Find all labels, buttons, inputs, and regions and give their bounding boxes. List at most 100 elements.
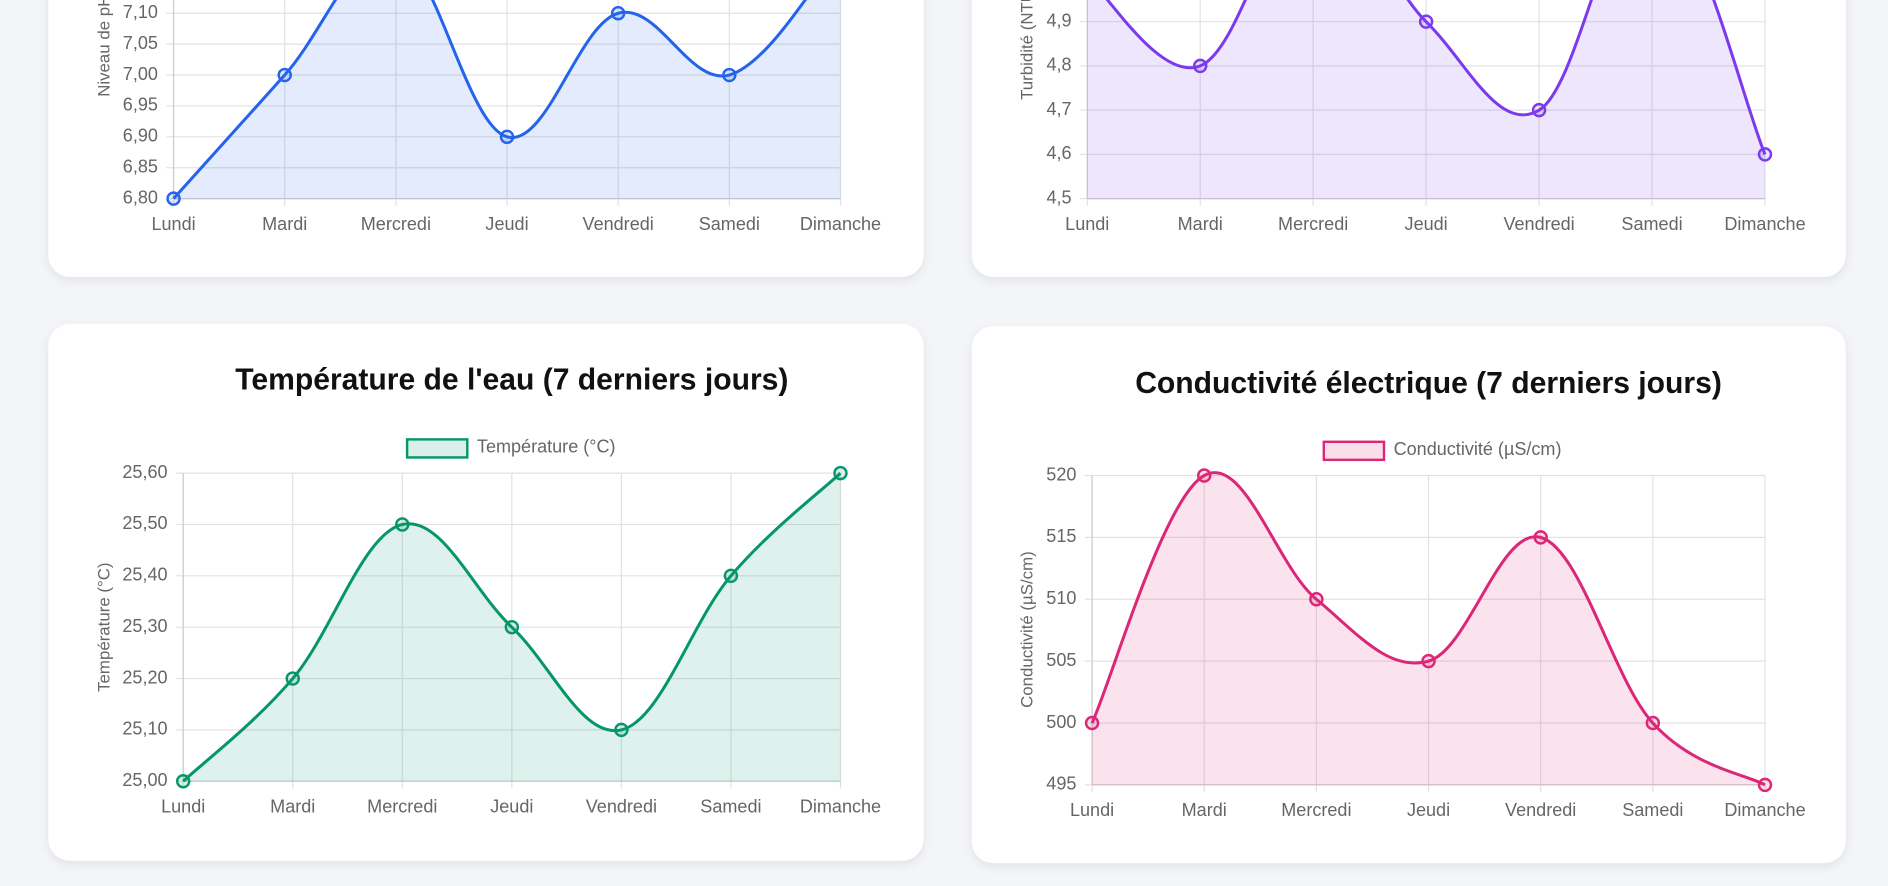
chart: Conductivité électrique (7 derniers jour… — [1018, 367, 1806, 820]
y-tick-label: 25,20 — [122, 667, 167, 687]
point — [1533, 530, 1548, 545]
y-tick-label: 7,10 — [123, 2, 158, 22]
point — [395, 517, 410, 532]
x-tick-label: Mardi — [262, 214, 307, 234]
y-axis-title: Conductivité (µS/cm) — [1018, 551, 1037, 708]
x-tick-label: Mardi — [1178, 214, 1223, 234]
point — [1418, 14, 1434, 29]
y-tick-label: 25,10 — [122, 719, 167, 739]
point — [1309, 592, 1324, 607]
chart: Température de l'eau (7 derniers jours) 2… — [94, 364, 881, 817]
area — [1087, 0, 1765, 199]
y-axis-title: Niveau de pH — [94, 0, 113, 97]
point — [723, 568, 739, 584]
point — [610, 6, 626, 21]
y-tick-label: 25,40 — [122, 565, 167, 585]
line — [1086, 0, 1767, 155]
x-tick-label: Samedi — [1621, 214, 1682, 234]
y-tick-label: 25,60 — [122, 462, 167, 482]
x-tick-label: Samedi — [1622, 800, 1683, 820]
point — [504, 619, 520, 635]
x-tick-label: Jeudi — [1405, 214, 1448, 234]
y-tick-label: 4,8 — [1047, 55, 1072, 75]
y-tick-label: 4,5 — [1047, 187, 1072, 207]
area — [173, 0, 841, 199]
point — [1645, 715, 1661, 731]
chart-title: Température de l'eau (7 derniers jours) — [235, 364, 788, 397]
legend-label: Conductivité (µS/cm) — [1394, 439, 1562, 459]
y-tick-label: 510 — [1046, 588, 1076, 608]
x-tick-label: Vendredi — [1505, 800, 1576, 820]
x-tick-label: Samedi — [700, 797, 761, 817]
x-tick-label: Jeudi — [485, 214, 528, 234]
x-tick-label: Mardi — [1182, 800, 1227, 820]
x-tick-label: Mercredi — [1278, 214, 1348, 234]
x-tick-label: Jeudi — [490, 797, 533, 817]
x-tick-label: Jeudi — [1407, 800, 1450, 820]
x-tick-label: Mercredi — [1281, 800, 1351, 820]
y-tick-label: 6,85 — [123, 156, 158, 176]
y-axis-title: Turbidité (NTU) — [1018, 0, 1037, 100]
legend-swatch — [1322, 440, 1386, 462]
x-tick-label: Lundi — [161, 797, 205, 817]
legend-swatch — [405, 438, 469, 459]
point — [277, 67, 292, 83]
y-tick-label: 505 — [1046, 650, 1076, 670]
y-tick-label: 4,7 — [1047, 99, 1072, 119]
y-tick-label: 515 — [1046, 526, 1076, 546]
y-tick-label: 495 — [1046, 774, 1076, 794]
y-tick-label: 520 — [1046, 464, 1076, 484]
y-axis-title: Température (°C) — [94, 563, 113, 692]
x-tick-label: Mardi — [270, 797, 315, 817]
point — [1192, 58, 1208, 74]
point — [1421, 653, 1436, 669]
x-tick-label: Vendredi — [586, 797, 657, 817]
line — [1090, 471, 1766, 787]
point — [722, 67, 737, 83]
y-tick-label: 7,00 — [123, 64, 158, 84]
card — [971, 326, 1846, 864]
x-tick-label: Lundi — [151, 214, 195, 234]
point — [614, 722, 629, 738]
card — [48, 323, 924, 861]
point — [175, 774, 191, 789]
point — [1757, 777, 1773, 793]
y-tick-label: 7,05 — [123, 33, 158, 53]
point — [833, 465, 848, 481]
point — [1531, 102, 1547, 118]
x-tick-label: Mercredi — [361, 214, 431, 234]
y-tick-label: 6,90 — [123, 126, 158, 146]
x-tick-label: Vendredi — [1503, 214, 1574, 234]
y-tick-label: 25,50 — [122, 513, 167, 533]
point — [499, 129, 515, 145]
x-tick-label: Dimanche — [800, 797, 881, 817]
area — [1092, 472, 1765, 785]
x-tick-label: Lundi — [1065, 214, 1109, 234]
x-tick-label: Mercredi — [367, 797, 437, 817]
y-tick-label: 25,00 — [122, 770, 167, 790]
x-tick-label: Vendredi — [583, 214, 654, 234]
line — [182, 471, 842, 783]
x-tick-label: Dimanche — [1724, 214, 1805, 234]
point — [1084, 715, 1100, 731]
chart: 6,80 6,85 6,90 6,95 7,00 7,05 7,10 Lundi Mardi Me… — [94, 0, 881, 234]
x-tick-label: Dimanche — [800, 214, 881, 234]
card — [48, 0, 924, 277]
y-tick-label: 6,80 — [123, 187, 158, 207]
x-tick-label: Dimanche — [1724, 800, 1805, 820]
x-tick-label: Samedi — [699, 214, 760, 234]
point — [166, 191, 181, 206]
y-tick-label: 6,95 — [123, 95, 158, 115]
chart: 4,5 4,6 4,7 4,8 4,9 Lundi Mardi Mercredi Jeudi Ve… — [1018, 0, 1806, 234]
chart-title: Conductivité électrique (7 derniers jour… — [1135, 367, 1722, 400]
y-tick-label: 4,6 — [1047, 143, 1072, 163]
x-tick-label: Lundi — [1070, 800, 1114, 820]
y-tick-label: 25,30 — [122, 616, 167, 636]
point — [1196, 468, 1212, 483]
y-tick-label: 500 — [1046, 712, 1076, 732]
legend-label: Température (°C) — [477, 437, 616, 457]
point — [285, 671, 300, 686]
point — [1757, 147, 1773, 162]
